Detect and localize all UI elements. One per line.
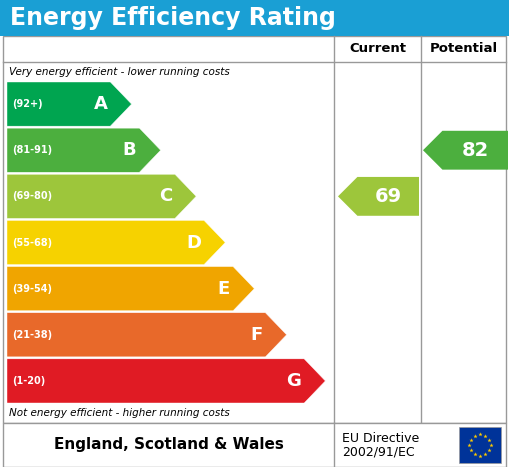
Text: Current: Current [349, 42, 406, 56]
Polygon shape [7, 174, 196, 219]
Text: F: F [250, 326, 263, 344]
Text: 2002/91/EC: 2002/91/EC [342, 446, 415, 459]
Text: Very energy efficient - lower running costs: Very energy efficient - lower running co… [9, 67, 230, 77]
Text: D: D [186, 234, 201, 252]
Text: (69-80): (69-80) [12, 191, 52, 201]
Bar [3, 423, 506, 467]
Polygon shape [7, 128, 161, 172]
Bar [0, 0, 509, 36]
Bar [3, 36, 506, 423]
Polygon shape [338, 177, 419, 216]
Text: (81-91): (81-91) [12, 145, 52, 155]
Polygon shape [7, 82, 131, 126]
Text: (21-38): (21-38) [12, 330, 52, 340]
Text: 69: 69 [375, 187, 402, 206]
Polygon shape [423, 131, 508, 170]
Bar [459, 427, 501, 463]
Polygon shape [7, 313, 287, 357]
Text: (55-68): (55-68) [12, 238, 52, 248]
Text: E: E [218, 280, 230, 297]
Text: B: B [123, 141, 136, 159]
Text: A: A [94, 95, 107, 113]
Text: G: G [286, 372, 301, 390]
Text: Energy Efficiency Rating: Energy Efficiency Rating [10, 6, 336, 30]
Text: (39-54): (39-54) [12, 283, 52, 294]
Text: England, Scotland & Wales: England, Scotland & Wales [53, 438, 284, 453]
Text: EU Directive: EU Directive [342, 432, 419, 445]
Text: Potential: Potential [430, 42, 498, 56]
Text: C: C [159, 187, 172, 205]
Text: Not energy efficient - higher running costs: Not energy efficient - higher running co… [9, 408, 230, 418]
Polygon shape [7, 220, 225, 265]
Text: (92+): (92+) [12, 99, 43, 109]
Polygon shape [7, 267, 254, 311]
Text: (1-20): (1-20) [12, 376, 45, 386]
Polygon shape [7, 359, 325, 403]
Text: 82: 82 [462, 141, 489, 160]
